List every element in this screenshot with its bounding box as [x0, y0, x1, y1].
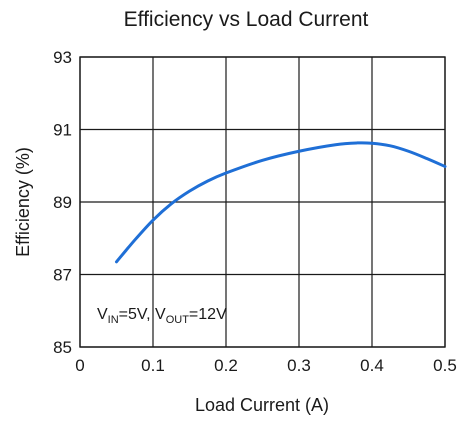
- plot-frame: [79, 56, 446, 348]
- v-in-subscript: IN: [108, 314, 119, 326]
- x-tick-label: 0.3: [287, 356, 311, 375]
- x-tick-label: 0: [75, 356, 84, 375]
- x-tick-labels: 0 0.1 0.2 0.3 0.4 0.5: [75, 356, 457, 375]
- y-tick-label: 87: [53, 266, 72, 285]
- y-tick-label: 85: [53, 338, 72, 357]
- x-tick-label: 0.4: [360, 356, 384, 375]
- x-tick-label: 0.1: [141, 356, 165, 375]
- x-tick-label: 0.2: [214, 356, 238, 375]
- voltage-annotation: VIN=5V, VOUT=12V: [97, 306, 227, 326]
- v-in-value: =5V,: [119, 306, 155, 323]
- y-tick-label: 93: [53, 48, 72, 67]
- efficiency-curve: [115, 141, 447, 264]
- y-tick-label: 89: [53, 193, 72, 212]
- y-tick-label: 91: [53, 121, 72, 140]
- v-out-subscript: OUT: [166, 314, 190, 326]
- y-axis-label: Efficiency (%): [13, 147, 33, 257]
- grid-lines: [79, 56, 446, 348]
- y-tick-labels: 85 87 89 91 93: [53, 48, 72, 357]
- x-axis-label: Load Current (A): [195, 395, 329, 415]
- chart-title: Efficiency vs Load Current: [124, 8, 369, 31]
- v-out-value: =12V: [189, 306, 227, 323]
- v-out-label: V: [155, 306, 166, 323]
- x-tick-label: 0.5: [433, 356, 457, 375]
- v-in-label: V: [97, 306, 108, 323]
